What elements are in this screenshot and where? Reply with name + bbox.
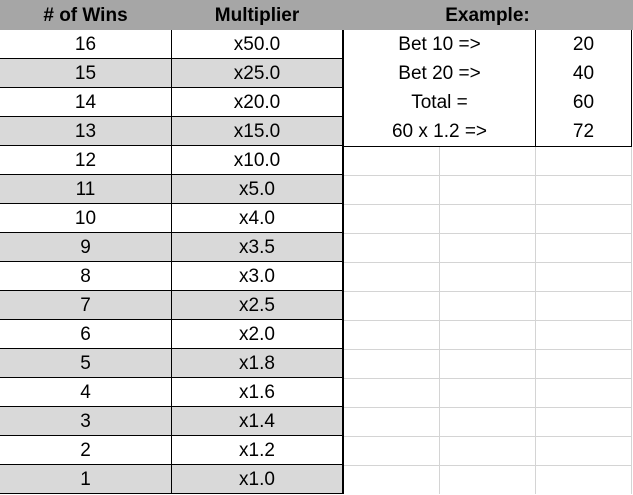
gridline: [344, 407, 631, 408]
gridline: [344, 175, 631, 176]
table-row: 14 x20.0: [0, 88, 342, 117]
table-row: 1 x1.0: [0, 465, 342, 494]
multiplier-cell[interactable]: x50.0: [233, 34, 281, 55]
multiplier-cell[interactable]: x15.0: [233, 121, 281, 142]
table-row: 10 x4.0: [0, 204, 342, 233]
table-row: 11 x5.0: [0, 175, 342, 204]
gridline: [344, 349, 631, 350]
gridline: [344, 465, 631, 466]
wins-cell[interactable]: 3: [0, 407, 172, 435]
gridline: [631, 146, 632, 494]
multiplier-cell[interactable]: x4.0: [239, 208, 275, 229]
example-label-cell[interactable]: Bet 20 =>: [344, 59, 536, 88]
multiplier-cell[interactable]: x1.8: [239, 353, 275, 374]
header-row: # of Wins Multiplier Example:: [0, 0, 633, 30]
multiplier-table: 16 x50.0 15 x25.0 14 x20.0 13 x15.0 12 x10.0 11 x5.…: [0, 30, 344, 494]
wins-cell[interactable]: 15: [0, 59, 172, 87]
wins-cell[interactable]: 14: [0, 88, 172, 116]
table-row: 16 x50.0: [0, 30, 342, 59]
wins-cell[interactable]: 13: [0, 117, 172, 145]
gridline: [344, 233, 631, 234]
multiplier-cell[interactable]: x2.0: [239, 324, 275, 345]
wins-cell[interactable]: 9: [0, 233, 172, 261]
table-row: 9 x3.5: [0, 233, 342, 262]
table-row: 13 x15.0: [0, 117, 342, 146]
multiplier-cell[interactable]: x1.0: [239, 469, 275, 490]
wins-cell[interactable]: 10: [0, 204, 172, 232]
table-row: 6 x2.0: [0, 320, 342, 349]
example-value-cell[interactable]: 72: [572, 121, 595, 142]
multiplier-cell[interactable]: x1.4: [239, 411, 275, 432]
example-value-cell[interactable]: 40: [572, 63, 595, 84]
gridline: [344, 291, 631, 292]
table-row: 4 x1.6: [0, 378, 342, 407]
multiplier-cell[interactable]: x20.0: [233, 92, 281, 113]
gridline: [344, 320, 631, 321]
table-row: 5 x1.8: [0, 349, 342, 378]
example-label-cell[interactable]: Bet 10 =>: [344, 30, 536, 59]
gridline: [344, 378, 631, 379]
example-value-cell[interactable]: 20: [572, 34, 595, 55]
table-border: [342, 30, 344, 494]
table-row: 15 x25.0: [0, 59, 342, 88]
header-example[interactable]: Example:: [445, 5, 530, 26]
table-row: 2 x1.2: [0, 436, 342, 465]
wins-cell[interactable]: 6: [0, 320, 172, 348]
wins-cell[interactable]: 1: [0, 465, 172, 493]
wins-cell[interactable]: 16: [0, 30, 172, 58]
gridline: [344, 204, 631, 205]
example-row: 60 x 1.2 => 72: [344, 117, 631, 146]
multiplier-cell[interactable]: x10.0: [233, 150, 281, 171]
wins-cell[interactable]: 11: [0, 175, 172, 203]
wins-cell[interactable]: 4: [0, 378, 172, 406]
wins-cell[interactable]: 2: [0, 436, 172, 464]
table-row: 12 x10.0: [0, 146, 342, 175]
wins-cell[interactable]: 7: [0, 291, 172, 319]
example-row: Total = 60: [344, 88, 631, 117]
multiplier-cell[interactable]: x1.6: [239, 382, 275, 403]
multiplier-cell[interactable]: x1.2: [239, 440, 275, 461]
example-box: Bet 10 => 20 Bet 20 => 40 Total = 60 60 x 1.2 …: [344, 30, 632, 147]
multiplier-cell[interactable]: x5.0: [239, 179, 275, 200]
wins-cell[interactable]: 8: [0, 262, 172, 290]
gridline: [344, 262, 631, 263]
example-label-cell[interactable]: Total =: [344, 88, 536, 117]
multiplier-cell[interactable]: x3.0: [239, 266, 275, 287]
header-wins[interactable]: # of Wins: [43, 5, 128, 26]
example-value-cell[interactable]: 60: [572, 92, 595, 113]
multiplier-cell[interactable]: x3.5: [239, 237, 275, 258]
table-row: 7 x2.5: [0, 291, 342, 320]
multiplier-cell[interactable]: x25.0: [233, 63, 281, 84]
multiplier-cell[interactable]: x2.5: [239, 295, 275, 316]
example-label-cell[interactable]: 60 x 1.2 =>: [344, 117, 536, 146]
example-row: Bet 20 => 40: [344, 59, 631, 88]
wins-cell[interactable]: 5: [0, 349, 172, 377]
table-row: 3 x1.4: [0, 407, 342, 436]
table-row: 8 x3.0: [0, 262, 342, 291]
gridline: [344, 436, 631, 437]
header-multiplier[interactable]: Multiplier: [214, 5, 300, 26]
wins-cell[interactable]: 12: [0, 146, 172, 174]
example-row: Bet 10 => 20: [344, 30, 631, 59]
